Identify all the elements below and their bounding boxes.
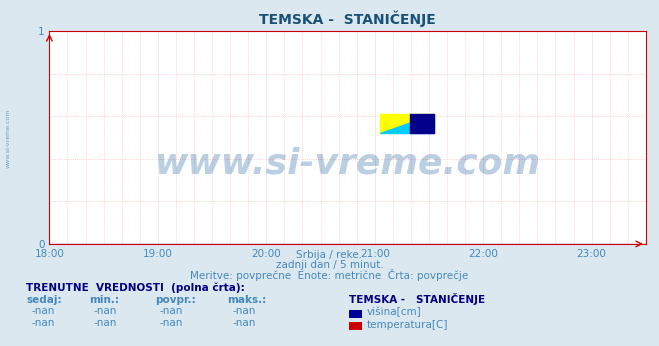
Text: -nan: -nan [232, 318, 256, 328]
Text: min.:: min.: [89, 295, 119, 305]
Text: -nan: -nan [31, 306, 55, 316]
Text: -nan: -nan [159, 306, 183, 316]
Polygon shape [380, 114, 434, 133]
Text: -nan: -nan [94, 318, 117, 328]
Text: www.si-vreme.com: www.si-vreme.com [5, 109, 11, 168]
Bar [410, 114, 434, 133]
Text: TEMSKA -   STANIČENJE: TEMSKA - STANIČENJE [349, 293, 486, 305]
Text: višina[cm]: višina[cm] [367, 307, 422, 318]
Text: -nan: -nan [232, 306, 256, 316]
Text: temperatura[C]: temperatura[C] [367, 320, 449, 330]
Text: sedaj:: sedaj: [26, 295, 62, 305]
Text: www.si-vreme.com: www.si-vreme.com [155, 146, 540, 180]
Text: -nan: -nan [94, 306, 117, 316]
Text: povpr.:: povpr.: [155, 295, 196, 305]
Polygon shape [380, 114, 434, 133]
Text: zadnji dan / 5 minut.: zadnji dan / 5 minut. [275, 260, 384, 270]
Text: -nan: -nan [31, 318, 55, 328]
Text: TRENUTNE  VREDNOSTI  (polna črta):: TRENUTNE VREDNOSTI (polna črta): [26, 283, 245, 293]
Title: TEMSKA -  STANIČENJE: TEMSKA - STANIČENJE [259, 11, 436, 27]
Text: Srbija / reke.: Srbija / reke. [297, 250, 362, 260]
Text: -nan: -nan [159, 318, 183, 328]
Text: maks.:: maks.: [227, 295, 267, 305]
Text: Meritve: povprečne  Enote: metrične  Črta: povprečje: Meritve: povprečne Enote: metrične Črta:… [190, 268, 469, 281]
